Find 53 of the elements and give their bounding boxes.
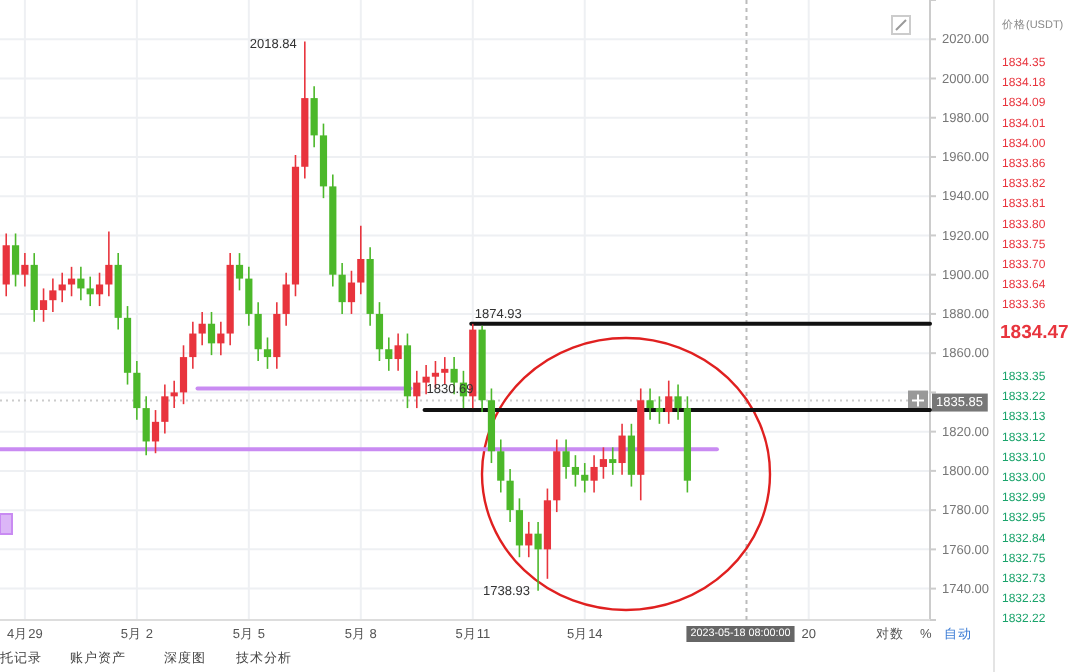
candlestick: [170, 379, 178, 409]
candlestick: [11, 232, 20, 288]
candlestick: [375, 301, 384, 362]
candlestick: [562, 438, 570, 480]
candlestick: [254, 301, 262, 362]
candlestick: [263, 336, 272, 370]
candlestick: [207, 311, 216, 356]
candlestick: [599, 446, 608, 480]
candlestick: [385, 336, 393, 372]
candlestick: [515, 497, 524, 559]
candlestick: [338, 262, 346, 315]
candlestick: [357, 224, 365, 296]
candlestick: [506, 468, 514, 523]
candlestick: [198, 311, 206, 347]
candlestick: [441, 356, 449, 386]
candlestick: [310, 85, 318, 148]
candlestick: [571, 454, 580, 488]
candlestick: [618, 423, 626, 476]
candlestick: [413, 370, 421, 409]
candlestick: [49, 277, 57, 313]
candlestick: [347, 269, 356, 315]
candlestick: [273, 301, 281, 370]
candlestick: [590, 454, 598, 494]
candlestick: [581, 462, 589, 494]
candlestick: [142, 395, 150, 456]
text: 1834.47: [1000, 322, 1069, 344]
candlestick: [534, 521, 542, 592]
candlestick: [282, 271, 290, 327]
candlestick: [646, 387, 654, 421]
candlestick: [161, 383, 169, 435]
candlestick: [655, 395, 663, 425]
candlestick: [235, 252, 244, 292]
candlestick: [86, 275, 94, 307]
candlestick: [179, 344, 188, 405]
candlestick: [21, 252, 29, 288]
candlestick: [665, 379, 673, 425]
candlestick: [189, 320, 197, 370]
candlestick: [39, 287, 48, 323]
candlestick: [151, 409, 160, 455]
candlestick: [674, 383, 682, 421]
candlestick: [133, 360, 141, 421]
candlestick: [2, 232, 10, 298]
candlestick: [609, 446, 617, 476]
candlestick: [30, 252, 38, 323]
candlestick: [105, 230, 113, 298]
candlestick: [525, 521, 533, 559]
candlestick: [245, 266, 253, 327]
candlestick: [422, 364, 430, 396]
candlestick: [95, 271, 104, 307]
candlestick: [497, 438, 505, 494]
candlestick: [58, 271, 66, 303]
candlestick: [627, 423, 635, 488]
candlestick: [394, 332, 402, 372]
